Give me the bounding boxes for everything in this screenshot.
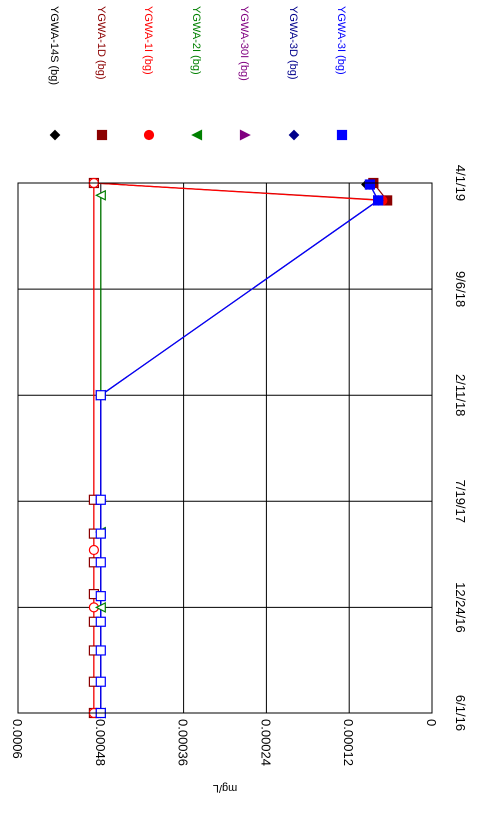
legend-marker — [239, 129, 251, 141]
series-lines — [93, 182, 389, 713]
data-point — [95, 494, 106, 505]
x-tick-label: 4/1/19 — [453, 165, 468, 201]
y-tick-label: 0.00048 — [93, 719, 108, 766]
legend-marker — [288, 129, 300, 141]
data-point — [95, 645, 106, 656]
data-point — [94, 601, 106, 613]
legend-marker — [96, 129, 108, 141]
grid-lines — [17, 182, 433, 714]
data-point — [95, 528, 106, 539]
legend-label: YGWA-1D (bg) — [95, 6, 107, 80]
data-point — [95, 676, 106, 687]
legend-label: YGWA-3I (bg) — [335, 6, 347, 75]
series-line — [93, 182, 383, 713]
x-tick-label: 6/1/16 — [453, 695, 468, 731]
x-tick-label: 7/19/17 — [453, 480, 468, 523]
legend-label: YGWA-1I (bg) — [142, 6, 154, 75]
x-tick-label: 2/11/18 — [453, 374, 468, 416]
series-line — [100, 184, 379, 713]
data-point — [95, 390, 106, 401]
data-point — [95, 616, 106, 627]
data-point — [94, 189, 106, 201]
data-point — [95, 591, 106, 602]
legend: YGWA-14S (bg) YGWA-1D (bg) YGWA-1I (bg) YGW… — [48, 6, 348, 141]
legend-label: YGWA-2I (bg) — [190, 6, 202, 75]
legend-label: YGWA-3D (bg) — [287, 6, 299, 80]
data-point — [88, 544, 100, 556]
y-tick-label: 0.00036 — [176, 719, 191, 766]
series-line — [100, 199, 379, 713]
legend-marker — [49, 129, 61, 141]
data-point — [95, 557, 106, 568]
x-tick-label: 9/6/18 — [453, 271, 468, 307]
legend-marker — [143, 129, 155, 141]
legend-marker — [191, 129, 203, 141]
data-markers — [88, 177, 393, 719]
series-line — [93, 182, 389, 713]
y-tick-label: 0.00012 — [341, 719, 356, 766]
data-point — [373, 195, 384, 206]
legend-label: YGWA-30I (bg) — [238, 6, 250, 81]
y-tick-label: 0.0006 — [10, 719, 25, 759]
y-tick-label: 0.00024 — [258, 719, 273, 766]
series-line — [100, 184, 379, 713]
x-tick-label: 12/24/16 — [453, 582, 468, 633]
y-axis-title: mg/L — [213, 782, 237, 794]
y-tick-label: 0 — [424, 719, 439, 726]
data-point — [364, 179, 375, 190]
legend-label: YGWA-14S (bg) — [48, 6, 60, 85]
tick-labels: 6/1/16 12/24/16 7/19/17 2/11/18 9/6/18 4/1/19… — [10, 165, 468, 766]
plot-frame — [17, 182, 433, 714]
legend-marker — [336, 129, 348, 141]
